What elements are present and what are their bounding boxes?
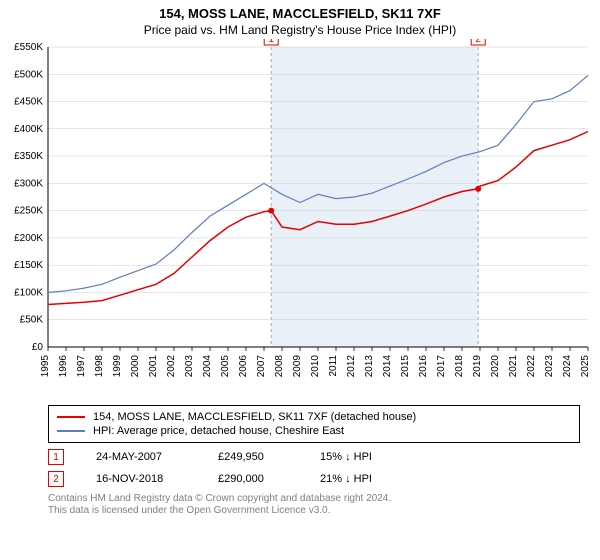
svg-text:2013: 2013 <box>364 355 375 378</box>
legend-label: HPI: Average price, detached house, Ches… <box>93 424 344 438</box>
svg-text:2021: 2021 <box>508 355 519 378</box>
sale-date: 24-MAY-2007 <box>96 451 186 463</box>
svg-text:2011: 2011 <box>328 355 339 377</box>
page-title: 154, MOSS LANE, MACCLESFIELD, SK11 7XF <box>0 0 600 21</box>
svg-text:1997: 1997 <box>76 355 87 378</box>
svg-text:2014: 2014 <box>382 355 393 378</box>
sale-date: 16-NOV-2018 <box>96 473 186 485</box>
svg-text:£150K: £150K <box>14 260 43 271</box>
legend: 154, MOSS LANE, MACCLESFIELD, SK11 7XF (… <box>48 405 580 443</box>
svg-text:2009: 2009 <box>292 355 303 378</box>
svg-text:£0: £0 <box>32 342 44 353</box>
sale-diff: 21% ↓ HPI <box>320 473 372 485</box>
disclaimer: Contains HM Land Registry data © Crown c… <box>48 493 580 517</box>
legend-label: 154, MOSS LANE, MACCLESFIELD, SK11 7XF (… <box>93 410 416 424</box>
svg-text:1999: 1999 <box>112 355 123 378</box>
svg-text:2015: 2015 <box>400 355 411 378</box>
svg-text:2007: 2007 <box>256 355 267 378</box>
svg-text:£550K: £550K <box>14 42 43 53</box>
svg-text:2002: 2002 <box>166 355 177 378</box>
svg-text:2001: 2001 <box>148 355 159 378</box>
sale-row: 1 24-MAY-2007 £249,950 15% ↓ HPI <box>48 449 600 465</box>
svg-text:1996: 1996 <box>58 355 69 378</box>
svg-text:2024: 2024 <box>562 355 573 378</box>
marker-badge: 1 <box>48 449 64 465</box>
legend-swatch <box>57 416 85 419</box>
svg-text:2018: 2018 <box>454 355 465 378</box>
svg-text:£100K: £100K <box>14 287 43 298</box>
svg-text:£350K: £350K <box>14 151 43 162</box>
svg-text:2010: 2010 <box>310 355 321 378</box>
svg-text:1995: 1995 <box>40 355 51 378</box>
legend-item-hpi: HPI: Average price, detached house, Ches… <box>57 424 571 438</box>
svg-text:2012: 2012 <box>346 355 357 378</box>
svg-text:2008: 2008 <box>274 355 285 378</box>
svg-text:2016: 2016 <box>418 355 429 378</box>
svg-text:2019: 2019 <box>472 355 483 378</box>
svg-text:£450K: £450K <box>14 97 43 108</box>
price-chart: £0 £50K £100K £150K £200K £250K £300K £350K £400… <box>0 39 600 399</box>
svg-text:2006: 2006 <box>238 355 249 378</box>
svg-text:2003: 2003 <box>184 355 195 378</box>
svg-text:£300K: £300K <box>14 178 43 189</box>
disclaimer-line: This data is licensed under the Open Gov… <box>48 505 580 517</box>
page-subtitle: Price paid vs. HM Land Registry's House … <box>0 21 600 39</box>
svg-text:2: 2 <box>475 39 481 45</box>
svg-text:2017: 2017 <box>436 355 447 378</box>
svg-text:2000: 2000 <box>130 355 141 378</box>
legend-swatch <box>57 430 85 433</box>
marker-badge: 2 <box>48 471 64 487</box>
svg-text:2022: 2022 <box>526 355 537 378</box>
sale-price: £290,000 <box>218 473 288 485</box>
sale-row: 2 16-NOV-2018 £290,000 21% ↓ HPI <box>48 471 600 487</box>
svg-text:£200K: £200K <box>14 233 43 244</box>
disclaimer-line: Contains HM Land Registry data © Crown c… <box>48 493 580 505</box>
svg-text:£50K: £50K <box>20 315 44 326</box>
svg-text:2025: 2025 <box>580 355 591 378</box>
svg-text:1: 1 <box>268 39 274 45</box>
sale-diff: 15% ↓ HPI <box>320 451 372 463</box>
svg-text:£250K: £250K <box>14 206 43 217</box>
legend-item-property: 154, MOSS LANE, MACCLESFIELD, SK11 7XF (… <box>57 410 571 424</box>
svg-text:1998: 1998 <box>94 355 105 378</box>
sale-price: £249,950 <box>218 451 288 463</box>
svg-text:2004: 2004 <box>202 355 213 378</box>
svg-text:£500K: £500K <box>14 69 43 80</box>
svg-text:2023: 2023 <box>544 355 555 378</box>
svg-text:2020: 2020 <box>490 355 501 378</box>
svg-text:2005: 2005 <box>220 355 231 378</box>
svg-text:£400K: £400K <box>14 124 43 135</box>
